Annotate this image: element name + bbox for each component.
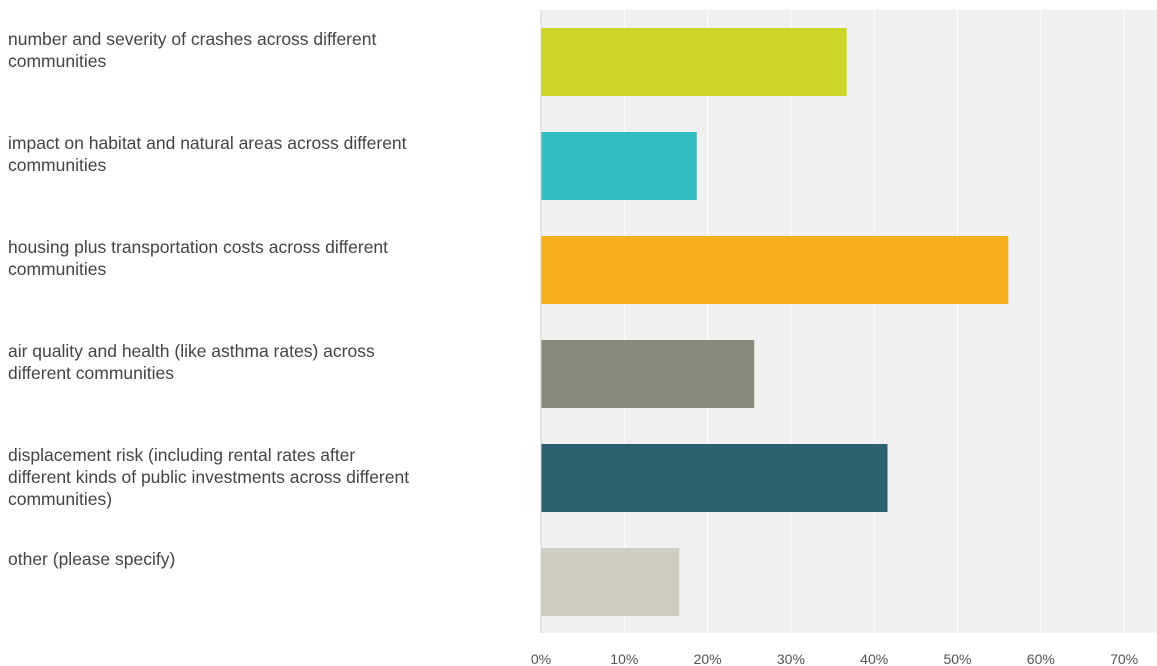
x-tick-label: 30% (777, 651, 805, 666)
category-label: number and severity of crashes across di… (8, 29, 376, 71)
category-label-line: communities (8, 155, 106, 175)
category-label-line: other (please specify) (8, 549, 175, 569)
bar (541, 548, 680, 616)
x-tick-labels: 0% 10% 20% 30% 40% 50% 60% 70% (531, 651, 1138, 666)
category-labels: number and severity of crashes across di… (8, 29, 409, 569)
plot-area (541, 10, 1157, 633)
bars (541, 28, 1009, 616)
category-label: housing plus transportation costs across… (8, 237, 388, 279)
category-label-line: air quality and health (like asthma rate… (8, 341, 375, 361)
bar (541, 28, 847, 96)
category-label-line: housing plus transportation costs across… (8, 237, 388, 257)
category-label-line: communities (8, 51, 106, 71)
x-tick-label: 60% (1027, 651, 1055, 666)
x-tick-label: 70% (1110, 651, 1138, 666)
x-tick-label: 40% (860, 651, 888, 666)
category-label-line: different communities (8, 363, 174, 383)
category-label-line: displacement risk (including rental rate… (8, 445, 355, 465)
category-label: other (please specify) (8, 549, 175, 569)
bar (541, 132, 697, 200)
x-tick-label: 10% (610, 651, 638, 666)
x-tick-label: 20% (694, 651, 722, 666)
x-tick-label: 0% (531, 651, 551, 666)
category-label-line: communities) (8, 489, 112, 509)
category-label: impact on habitat and natural areas acro… (8, 133, 407, 175)
category-label-line: different kinds of public investments ac… (8, 467, 409, 487)
category-label: air quality and health (like asthma rate… (8, 341, 375, 383)
category-label-line: communities (8, 259, 106, 279)
category-label-line: impact on habitat and natural areas acro… (8, 133, 407, 153)
x-tick-label: 50% (943, 651, 971, 666)
category-label-line: number and severity of crashes across di… (8, 29, 376, 49)
gridlines (623, 10, 1125, 633)
bar (541, 444, 888, 512)
category-label: displacement risk (including rental rate… (8, 445, 409, 509)
bar (541, 340, 755, 408)
bar (541, 236, 1009, 304)
